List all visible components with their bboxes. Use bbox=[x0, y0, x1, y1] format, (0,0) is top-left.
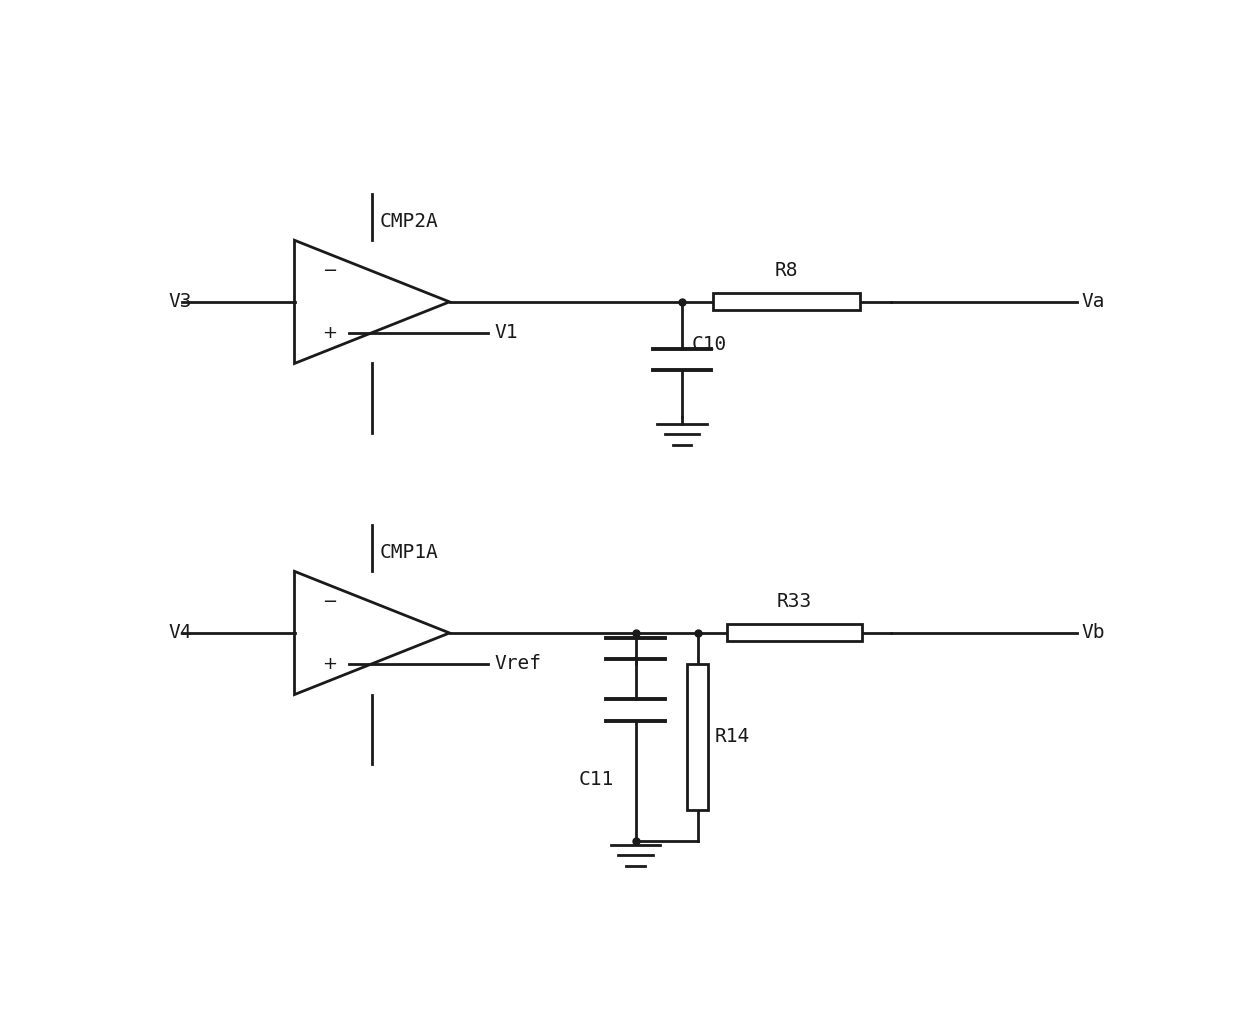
Text: C10: C10 bbox=[692, 335, 727, 354]
Text: R33: R33 bbox=[776, 592, 812, 611]
Text: R8: R8 bbox=[775, 262, 799, 280]
Text: R14: R14 bbox=[714, 727, 750, 746]
Text: CMP1A: CMP1A bbox=[379, 544, 439, 562]
Bar bbox=[687, 664, 708, 809]
Text: V4: V4 bbox=[169, 624, 192, 643]
Text: V3: V3 bbox=[169, 292, 192, 311]
Text: −: − bbox=[322, 262, 337, 280]
Text: +: + bbox=[322, 323, 337, 342]
Text: V1: V1 bbox=[495, 323, 518, 342]
Text: C11: C11 bbox=[579, 770, 614, 789]
Text: CMP2A: CMP2A bbox=[379, 212, 439, 231]
Bar bbox=[727, 625, 862, 642]
Text: Va: Va bbox=[1081, 292, 1105, 311]
Text: −: − bbox=[322, 593, 337, 611]
Text: Vb: Vb bbox=[1081, 624, 1105, 643]
Text: Vref: Vref bbox=[495, 654, 542, 673]
Text: +: + bbox=[322, 655, 337, 672]
Bar bbox=[713, 293, 859, 310]
